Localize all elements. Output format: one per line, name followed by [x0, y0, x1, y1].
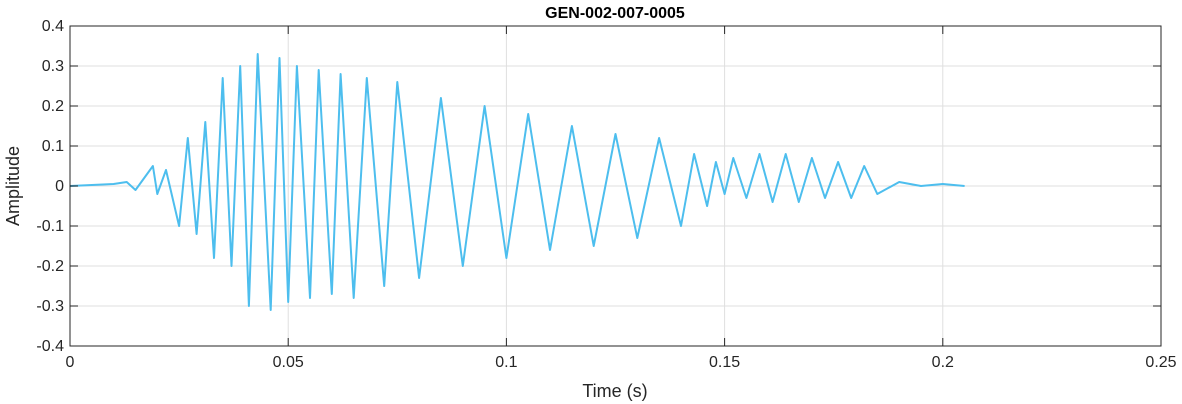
y-tick-label: 0.2 [42, 98, 64, 115]
ticks: 0 0.05 0.1 0.15 0.2 0.25 -0.4 -0.3 -0.2 -0.1 0 0.1 0… [36, 18, 1176, 371]
y-tick-label: 0.4 [42, 18, 64, 35]
x-tick-label: 0 [66, 354, 75, 371]
x-tick-label: 0.2 [932, 354, 954, 371]
x-axis-label: Time (s) [582, 381, 647, 401]
y-tick-label: 0.1 [42, 138, 64, 155]
x-tick-label: 0.15 [709, 354, 740, 371]
chart-title: GEN-002-007-0005 [545, 5, 685, 22]
signal-line [69, 53, 965, 311]
x-tick-label: 0.25 [1145, 354, 1176, 371]
x-tick-label: 0.1 [495, 354, 517, 371]
y-tick-label: 0.3 [42, 58, 64, 75]
y-tick-label: 0 [55, 178, 64, 195]
series-layer [69, 53, 965, 311]
y-axis-label: Amplitude [3, 146, 23, 226]
y-tick-label: -0.1 [36, 218, 64, 235]
y-tick-label: -0.3 [36, 298, 64, 315]
x-tick-label: 0.05 [273, 354, 304, 371]
y-tick-label: -0.2 [36, 258, 64, 275]
y-tick-label: -0.4 [36, 338, 64, 355]
